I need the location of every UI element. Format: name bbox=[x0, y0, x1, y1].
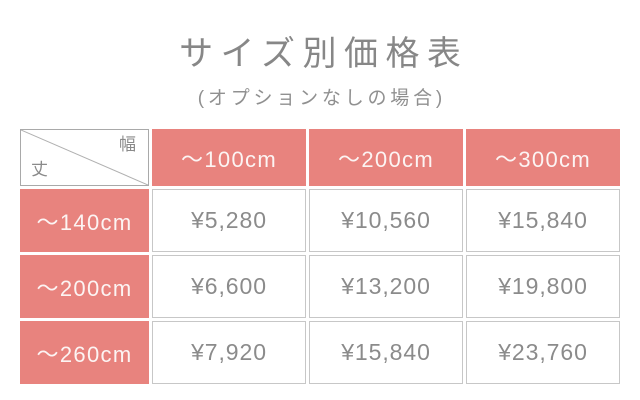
price-cell: ¥23,760 bbox=[466, 321, 620, 384]
price-table: 幅 丈 〜100cm 〜200cm 〜300cm 〜140cm ¥5,280 ¥… bbox=[20, 129, 620, 384]
corner-width-label: 幅 bbox=[119, 135, 136, 154]
price-cell: ¥7,920 bbox=[152, 321, 306, 384]
row-header-140cm: 〜140cm bbox=[20, 189, 149, 252]
page-subtitle: (オプションなしの場合) bbox=[197, 88, 447, 109]
corner-length-label: 丈 bbox=[31, 160, 48, 179]
row-header-200cm: 〜200cm bbox=[20, 255, 149, 318]
column-header-100cm: 〜100cm bbox=[152, 129, 306, 186]
price-cell: ¥5,280 bbox=[152, 189, 306, 252]
page-title: サイズ別価格表 bbox=[179, 35, 469, 73]
corner-cell: 幅 丈 bbox=[20, 129, 149, 186]
row-header-260cm: 〜260cm bbox=[20, 321, 149, 384]
price-cell: ¥15,840 bbox=[466, 189, 620, 252]
price-cell: ¥19,800 bbox=[466, 255, 620, 318]
price-cell: ¥6,600 bbox=[152, 255, 306, 318]
column-header-300cm: 〜300cm bbox=[466, 129, 620, 186]
diagonal-line bbox=[21, 130, 148, 185]
price-cell: ¥10,560 bbox=[309, 189, 463, 252]
column-header-200cm: 〜200cm bbox=[309, 129, 463, 186]
price-cell: ¥15,840 bbox=[309, 321, 463, 384]
price-cell: ¥13,200 bbox=[309, 255, 463, 318]
